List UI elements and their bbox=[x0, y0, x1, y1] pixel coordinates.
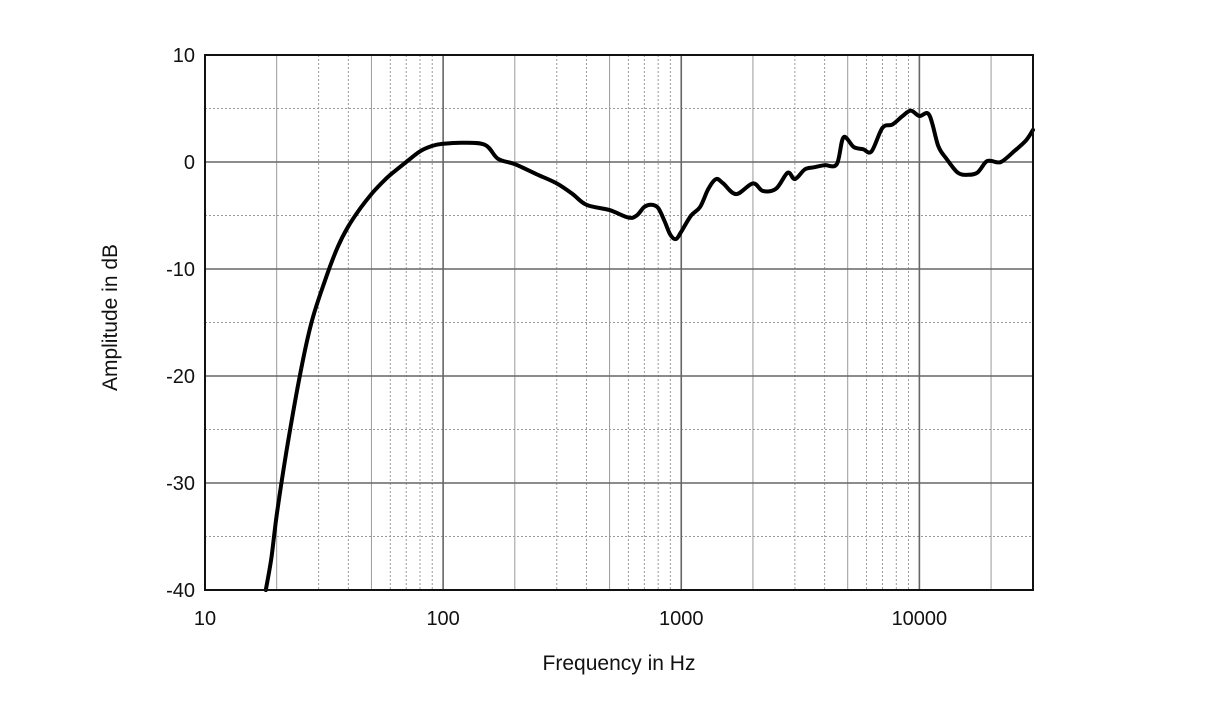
x-tick-label: 10000 bbox=[892, 608, 948, 630]
y-tick-label: 10 bbox=[173, 45, 195, 67]
y-axis-label: Amplitude in dB bbox=[99, 244, 122, 391]
y-tick-label: 0 bbox=[184, 152, 195, 174]
x-tick-label: 1000 bbox=[659, 608, 704, 630]
y-tick-labels: 10 0 -10 -20 -30 -40 bbox=[166, 45, 195, 602]
x-tick-label: 10 bbox=[194, 608, 216, 630]
plot-frame bbox=[204, 54, 1034, 591]
x-tick-label: 100 bbox=[426, 608, 459, 630]
y-tick-label: -30 bbox=[166, 473, 195, 495]
x-tick-labels: 10 100 1000 10000 bbox=[194, 608, 947, 630]
series-line-0 bbox=[263, 108, 1035, 592]
x-axis-label: Frequency in Hz bbox=[543, 652, 696, 675]
y-tick-label: -10 bbox=[166, 259, 195, 281]
y-tick-label: -40 bbox=[166, 580, 195, 602]
series-layer bbox=[263, 108, 1035, 592]
y-tick-label: -20 bbox=[166, 366, 195, 388]
minor-gridlines bbox=[205, 55, 1033, 590]
major-gridlines bbox=[205, 55, 1033, 590]
